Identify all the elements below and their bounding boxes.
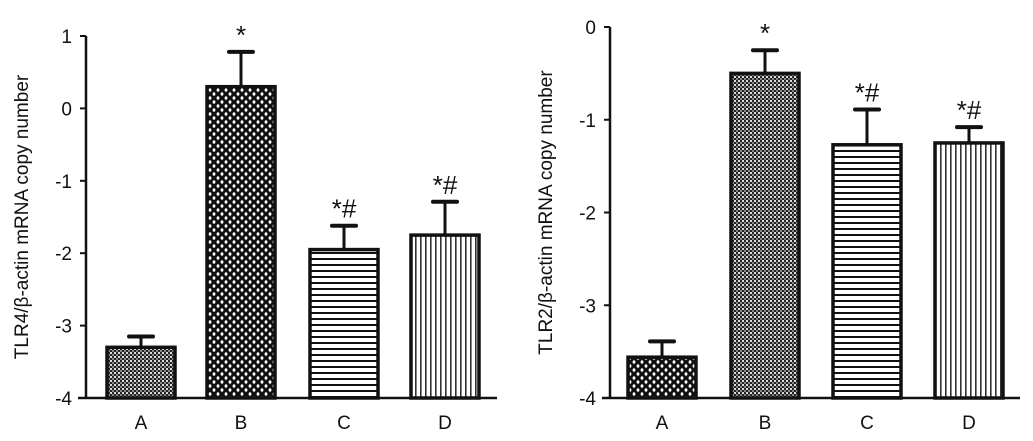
bar-D <box>409 233 481 400</box>
bar-A <box>626 355 698 400</box>
y-tick-label: 1 <box>61 27 72 48</box>
x-tick-label: B <box>235 413 248 434</box>
y-tick-label: -3 <box>55 317 72 338</box>
significance-annotation: *# <box>332 194 357 224</box>
x-tick-label: B <box>759 413 772 434</box>
y-tick-label: 0 <box>61 99 72 120</box>
y-tick-label: -1 <box>55 172 72 193</box>
significance-annotation: * <box>760 18 770 48</box>
y-axis-label: TLR2/β-actin mRNA copy number <box>536 70 557 355</box>
y-axis-label: TLR4/β-actin mRNA copy number <box>12 74 33 359</box>
x-tick-label: D <box>962 413 976 434</box>
y-tick-label: -2 <box>579 204 596 225</box>
significance-annotation: *# <box>855 78 880 108</box>
bar-B <box>729 71 801 400</box>
bar-D <box>933 141 1005 400</box>
y-tick-label: -1 <box>579 111 596 132</box>
y-tick-label: -3 <box>579 296 596 317</box>
significance-annotation: * <box>236 20 246 50</box>
left-chart-tlr4: 1 0 -1 -2 -3 -4 TLR4/β-actin mRNA copy number A… <box>12 20 497 434</box>
y-tick-label: 0 <box>585 18 596 39</box>
right-chart-tlr2: 0 -1 -2 -3 -4 TLR2/β-actin mRNA copy number A *… <box>536 18 1020 434</box>
x-tick-label: A <box>656 413 669 434</box>
y-tick-label: -2 <box>55 244 72 265</box>
significance-annotation: *# <box>957 95 982 125</box>
x-tick-label: C <box>860 413 874 434</box>
significance-annotation: *# <box>433 170 458 200</box>
bar-C <box>831 143 903 400</box>
bar-B <box>205 84 277 400</box>
bar-C <box>308 247 380 400</box>
y-tick-label: -4 <box>579 389 596 410</box>
x-tick-label: A <box>135 413 148 434</box>
bar-A <box>105 345 177 400</box>
y-tick-label: -4 <box>55 389 72 410</box>
x-tick-label: D <box>438 413 452 434</box>
x-tick-label: C <box>337 413 351 434</box>
